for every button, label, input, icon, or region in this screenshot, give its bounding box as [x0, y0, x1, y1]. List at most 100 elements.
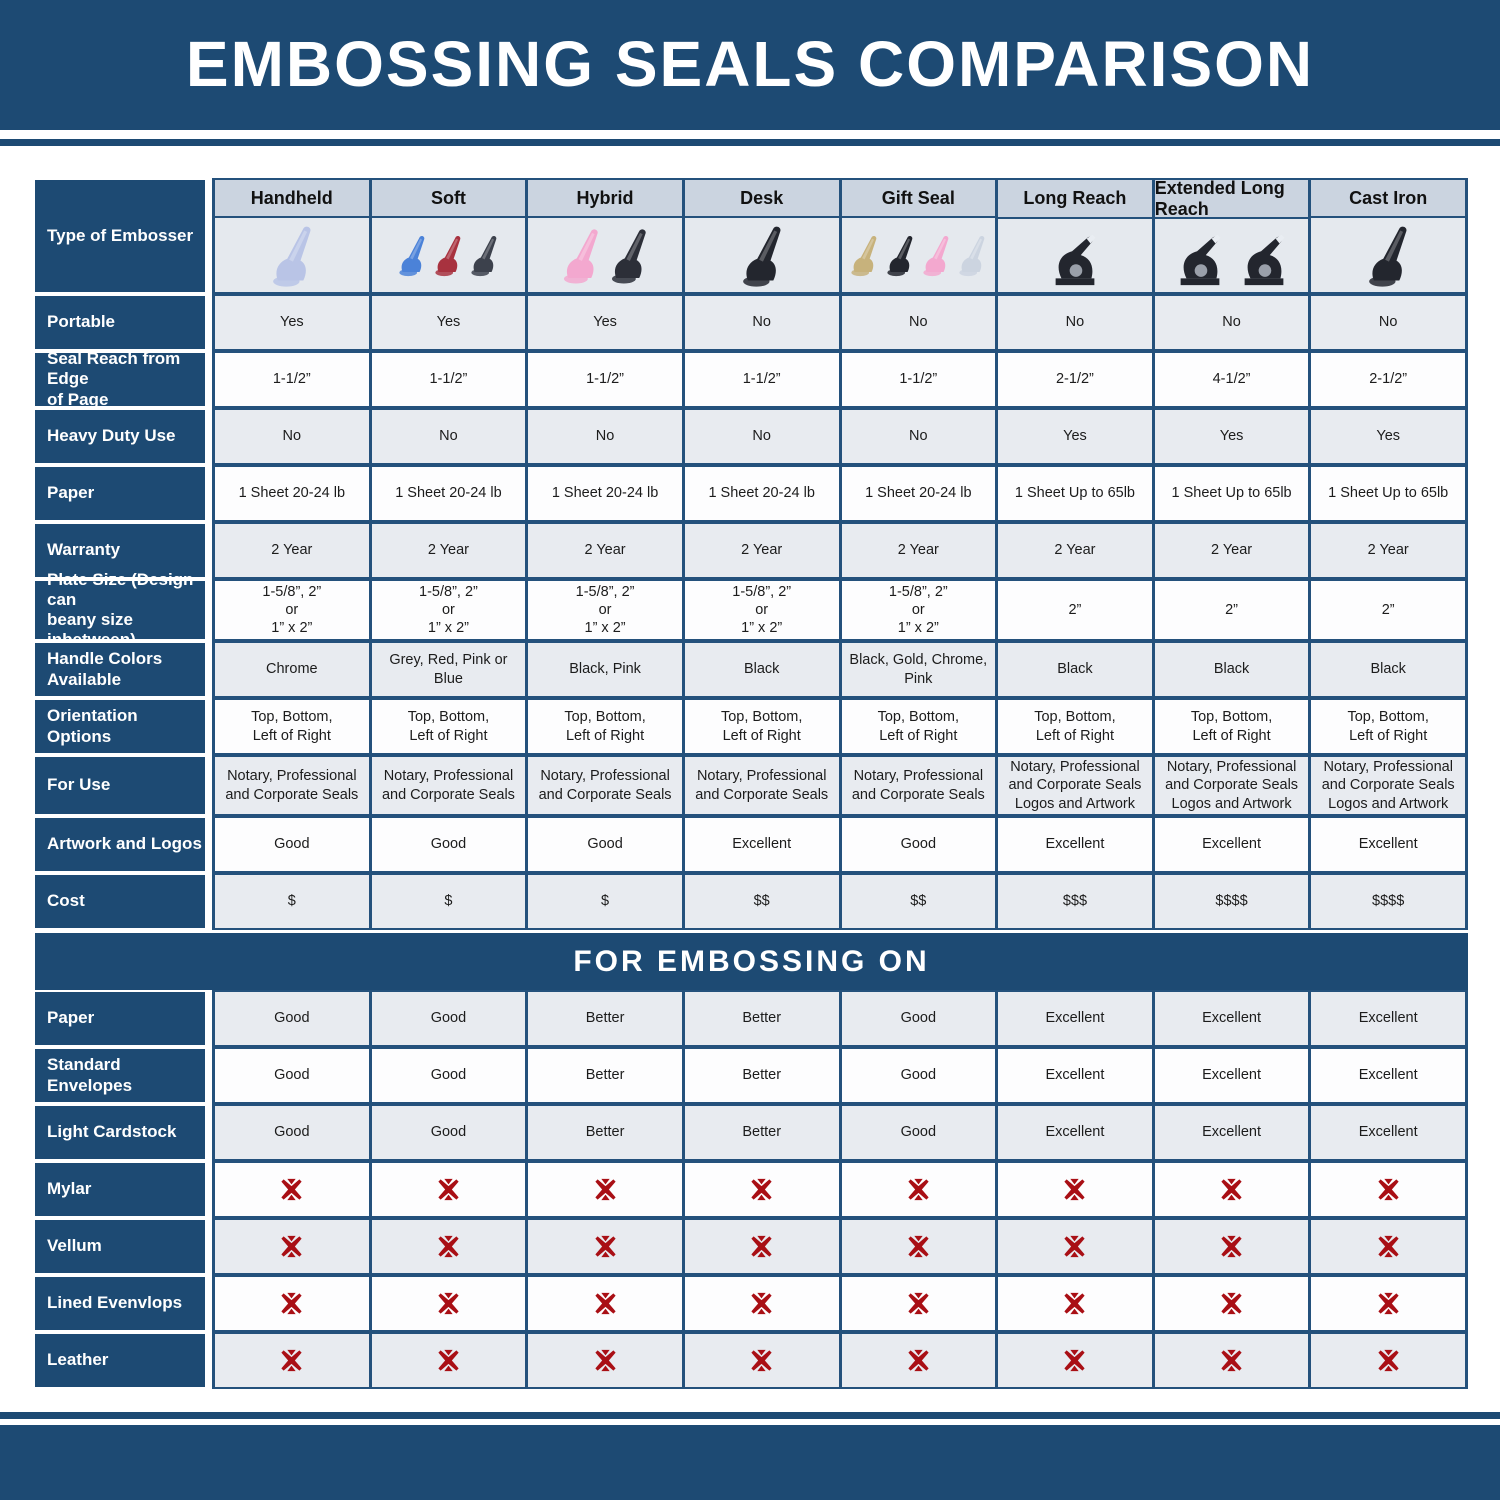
table-cell: [1154, 1334, 1309, 1387]
table-cell: [841, 1163, 996, 1216]
table-cell: [528, 1163, 682, 1216]
table-cell: Black: [684, 643, 839, 696]
row-label: Plate Size (Design can beany size inbetw…: [35, 570, 205, 649]
table-cell: Yes: [998, 410, 1152, 463]
column-header: Extended Long Reach: [1154, 178, 1309, 219]
table-cell: $$: [841, 875, 996, 928]
row-label: Mylar: [35, 1163, 205, 1216]
table-cell: $$$: [998, 875, 1152, 928]
row-cells: Good Good Better Better Good Excellent Excelle…: [212, 1104, 1468, 1161]
table-cell: Better: [528, 992, 682, 1045]
table-cell: Good: [371, 992, 526, 1045]
table-cell: Better: [684, 1106, 839, 1159]
label-gutter: [205, 178, 212, 294]
table-cell: [684, 1334, 839, 1387]
row-label: Lined Evenvlops: [35, 1277, 205, 1330]
table-cell: [841, 1334, 996, 1387]
red-x-icon: [438, 1178, 459, 1201]
table-cell: [1311, 1163, 1465, 1216]
table-cell: [215, 1163, 369, 1216]
table-cell: 2 Year: [1154, 524, 1309, 577]
table-cell: [371, 1163, 526, 1216]
table-cell: Excellent: [998, 1049, 1152, 1102]
table-cell: [1154, 1163, 1309, 1216]
embosser-image: [742, 226, 781, 287]
table-cell: Excellent: [1311, 992, 1465, 1045]
table-cell: [1154, 1277, 1309, 1330]
red-x-icon: [1221, 1349, 1242, 1372]
row-cells: Notary, Professional and Corporate Seals…: [212, 755, 1468, 816]
red-x-icon: [281, 1349, 302, 1372]
table-cell: Better: [528, 1106, 682, 1159]
row-label: Portable: [35, 296, 205, 349]
red-x-icon: [908, 1292, 929, 1315]
table-cell: 1-1/2”: [528, 353, 682, 406]
table-cell: Black: [1311, 643, 1465, 696]
row-cells: 1 Sheet 20-24 lb 1 Sheet 20-24 lb 1 Sheet …: [212, 465, 1468, 522]
divider-stripe: [0, 139, 1500, 146]
table-cell: Chrome: [215, 643, 369, 696]
table-cell: Good: [215, 1049, 369, 1102]
embosser-image: [887, 236, 913, 277]
label-gutter: [205, 1275, 212, 1332]
table-cell: Excellent: [1154, 992, 1309, 1045]
red-x-icon: [751, 1349, 772, 1372]
embosser-image-cell: [528, 218, 682, 292]
table-cell: Top, Bottom, Left of Right: [841, 700, 996, 753]
red-x-icon: [438, 1292, 459, 1315]
page-title: EMBOSSING SEALS COMPARISON: [185, 28, 1315, 100]
row-label: Light Cardstock: [35, 1106, 205, 1159]
row-cells: Yes Yes Yes No No No No No: [212, 294, 1468, 351]
table-cell: $$$$: [1154, 875, 1309, 928]
embosser-image: [399, 236, 425, 277]
table-cell: No: [1154, 296, 1309, 349]
column-header: Desk: [684, 180, 839, 216]
table-row-for_use: For Use Notary, Professional and Corporat…: [35, 755, 1468, 816]
label-gutter: [205, 1047, 212, 1104]
red-x-icon: [1378, 1349, 1399, 1372]
table-cell: [998, 1163, 1152, 1216]
table-cell: Good: [215, 818, 369, 871]
embosser-image: [435, 236, 461, 277]
red-x-icon: [751, 1292, 772, 1315]
table-row-paper: Paper Good Good Better Better Good Excellent Ex…: [35, 990, 1468, 1047]
table-cell: No: [841, 296, 996, 349]
table-cell: Notary, Professional and Corporate Seals…: [1154, 757, 1309, 814]
table-cell: Excellent: [998, 1106, 1152, 1159]
table-row-plate_size: Plate Size (Design can beany size inbetw…: [35, 570, 1468, 649]
label-gutter: [205, 755, 212, 816]
table-cell: [684, 1277, 839, 1330]
table-cell: [215, 1277, 369, 1330]
column-header: Handheld: [215, 180, 369, 216]
row-cells: 1-1/2” 1-1/2” 1-1/2” 1-1/2” 1-1/2” 2-1/2” 4-1/…: [212, 351, 1468, 408]
column: Desk: [684, 180, 839, 292]
table-cell: [684, 1163, 839, 1216]
embosser-image-cell: [1154, 219, 1309, 292]
table-cell: 2-1/2”: [998, 353, 1152, 406]
table-row-lined_evenvlops: Lined Evenvlops: [35, 1275, 1468, 1332]
table-cell: Top, Bottom, Left of Right: [528, 700, 682, 753]
red-x-icon: [594, 1178, 616, 1201]
table-cell: 2 Year: [215, 524, 369, 577]
table-header-row: Type of Embosser Handheld Soft Hybrid Desk Gi…: [35, 178, 1468, 294]
table-row-seal_reach: Seal Reach from Edge of Page 1-1/2” 1-1/2”…: [35, 349, 1468, 409]
table-cell: No: [841, 410, 996, 463]
row-label: Warranty: [35, 524, 205, 577]
header-cells: Handheld Soft Hybrid Desk Gift Seal Long Reac…: [212, 178, 1468, 294]
title-banner: EMBOSSING SEALS COMPARISON: [0, 0, 1500, 130]
column-header: Hybrid: [528, 180, 682, 216]
label-gutter: [205, 873, 212, 930]
table-cell: [215, 1220, 369, 1273]
table-cell: [998, 1277, 1152, 1330]
table-cell: [1311, 1277, 1465, 1330]
column-header: Soft: [371, 180, 526, 216]
table-cell: Good: [371, 818, 526, 871]
table-cell: No: [684, 410, 839, 463]
table-cell: $: [215, 875, 369, 928]
table-cell: Yes: [1311, 410, 1465, 463]
table-cell: [371, 1277, 526, 1330]
table-cell: Excellent: [1311, 818, 1465, 871]
row-cells: 2 Year 2 Year 2 Year 2 Year 2 Year 2 Year 2 Ye…: [212, 522, 1468, 579]
row-label: Paper: [35, 467, 205, 520]
table-cell: [1311, 1334, 1465, 1387]
